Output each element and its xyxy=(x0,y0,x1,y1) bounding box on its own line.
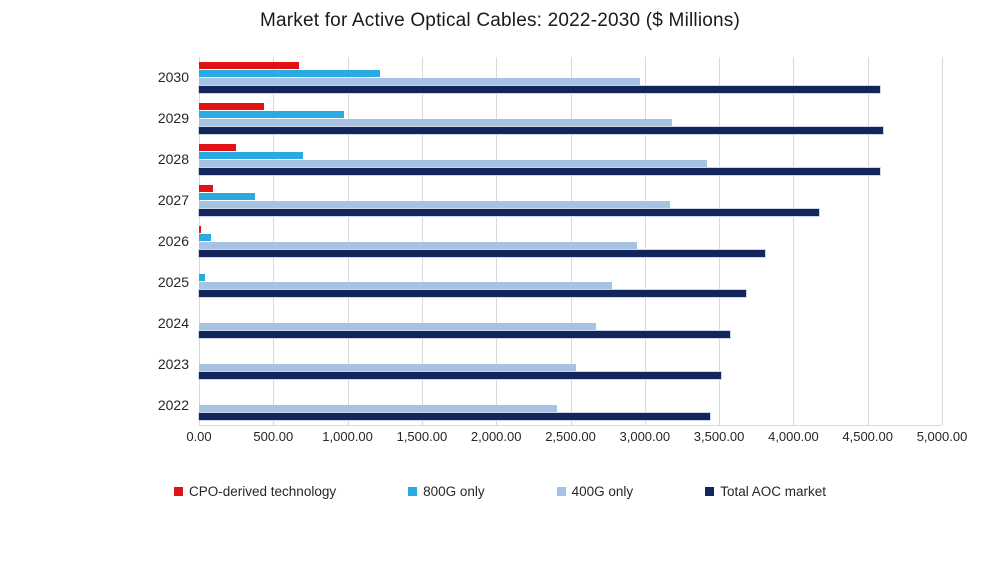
legend-label: 400G only xyxy=(571,484,634,499)
bar-total-aoc-market-2024 xyxy=(199,331,731,339)
y-axis-category-label: 2029 xyxy=(157,110,189,127)
x-axis-tick-label: 3,500.00 xyxy=(693,429,745,444)
bar-cpo-derived-technology-2029 xyxy=(199,102,265,110)
chart-row-2022: 2022 xyxy=(158,384,942,425)
x-axis-tick-label: 0.00 xyxy=(186,429,212,444)
x-axis-tick-label: 4,500.00 xyxy=(842,429,893,444)
bar-800g-only-2025 xyxy=(199,274,205,282)
x-axis-tick-label: 2,500.00 xyxy=(545,429,596,444)
chart-row-2028: 2028 xyxy=(158,139,942,180)
chart-row-2026: 2026 xyxy=(158,221,942,262)
y-axis-category-label: 2025 xyxy=(157,273,189,290)
legend-swatch-icon xyxy=(705,487,715,496)
gridline xyxy=(793,57,795,425)
bar-total-aoc-market-2027 xyxy=(199,208,820,216)
x-axis-tick-label: 1,500.00 xyxy=(396,429,448,444)
bar-400g-only-2025 xyxy=(199,282,613,290)
bar-cpo-derived-technology-2026 xyxy=(199,225,202,233)
y-axis-category-label: 2028 xyxy=(157,151,189,168)
gridline xyxy=(496,57,498,425)
chart-row-2024: 2024 xyxy=(158,302,942,343)
bar-400g-only-2028 xyxy=(199,159,708,167)
y-axis-category-label: 2030 xyxy=(157,69,189,86)
gridline xyxy=(719,57,721,425)
bar-cpo-derived-technology-2027 xyxy=(199,184,214,192)
bar-total-aoc-market-2025 xyxy=(199,290,746,298)
gridline xyxy=(199,57,200,425)
bar-total-aoc-market-2023 xyxy=(199,372,722,380)
x-axis-tick-label: 4,000.00 xyxy=(768,429,819,444)
chart-row-2025: 2025 xyxy=(158,261,942,302)
legend-item-400g-only: 400G only xyxy=(556,484,634,499)
legend-item-total-aoc-market: Total AOC market xyxy=(705,484,826,499)
bar-rows: 2030 2029 2028 2027 2026 2025 2024 2023 2022 xyxy=(158,57,942,425)
gridline xyxy=(347,57,349,425)
x-axis-tick-label: 1,000.00 xyxy=(322,429,373,444)
x-axis: 0.00 500.00 1,000.00 1,500.00 2,000.00 2,500.… xyxy=(186,429,967,445)
chart-title: Market for Active Optical Cables: 2022-2… xyxy=(259,10,741,31)
legend-label: 800G only xyxy=(423,484,485,499)
plot-area: 2030 2029 2028 2027 2026 2025 2024 2023 2022 xyxy=(158,57,943,426)
bar-400g-only-2027 xyxy=(199,200,671,208)
x-axis-tick-label: 5,000.00 xyxy=(916,429,968,444)
bar-cpo-derived-technology-2028 xyxy=(199,143,237,151)
x-axis-tick-label: 2,000.00 xyxy=(470,429,522,444)
gridline xyxy=(867,57,869,425)
legend-swatch-icon xyxy=(174,487,184,496)
y-axis-category-label: 2024 xyxy=(157,314,189,331)
y-axis-category-label: 2026 xyxy=(157,233,189,249)
legend-item-cpo-derived-technology: CPO-derived technology xyxy=(174,484,336,499)
gridline xyxy=(570,57,572,425)
y-axis-category-label: 2023 xyxy=(157,355,189,372)
legend-label: Total AOC market xyxy=(720,484,826,499)
x-axis-tick-label: 3,000.00 xyxy=(619,429,671,444)
legend-item-800g-only: 800G only xyxy=(408,484,485,499)
bar-400g-only-2030 xyxy=(199,77,641,85)
gridline xyxy=(644,57,646,425)
gridline xyxy=(273,57,275,425)
gridline xyxy=(421,57,423,425)
bar-400g-only-2026 xyxy=(199,241,638,249)
bar-400g-only-2024 xyxy=(199,323,596,331)
chart-row-2030: 2030 xyxy=(158,57,942,98)
y-axis-category-label: 2027 xyxy=(157,192,189,209)
bar-400g-only-2029 xyxy=(199,118,673,126)
legend: CPO-derived technology 800G only 400G only… xyxy=(0,484,1000,499)
bar-400g-only-2023 xyxy=(199,364,577,372)
bar-800g-only-2028 xyxy=(199,151,304,159)
bar-800g-only-2030 xyxy=(199,69,381,77)
bar-400g-only-2022 xyxy=(199,405,558,413)
x-axis-tick-label: 500.00 xyxy=(253,429,294,444)
bar-total-aoc-market-2026 xyxy=(199,249,766,257)
legend-swatch-icon xyxy=(556,487,566,496)
bar-total-aoc-market-2022 xyxy=(199,413,711,421)
gridline xyxy=(942,57,943,425)
bar-800g-only-2029 xyxy=(199,110,344,118)
legend-label: CPO-derived technology xyxy=(189,484,337,499)
bar-total-aoc-market-2029 xyxy=(199,126,884,134)
bar-800g-only-2026 xyxy=(199,233,211,241)
y-axis-category-label: 2022 xyxy=(157,396,189,413)
chart-row-2029: 2029 xyxy=(158,98,942,139)
chart-row-2023: 2023 xyxy=(158,343,942,384)
bar-total-aoc-market-2028 xyxy=(199,167,881,175)
bar-cpo-derived-technology-2030 xyxy=(199,61,299,69)
chart-row-2027: 2027 xyxy=(158,180,942,221)
bar-total-aoc-market-2030 xyxy=(199,85,881,93)
legend-swatch-icon xyxy=(408,487,418,496)
bar-800g-only-2027 xyxy=(199,192,255,200)
